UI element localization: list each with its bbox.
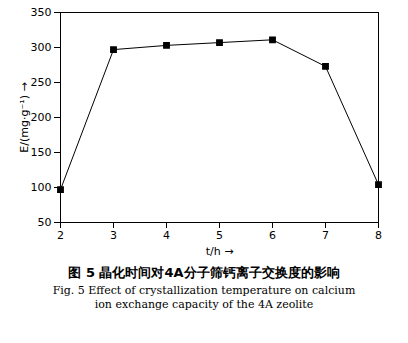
svg-text:t/h →: t/h → (206, 245, 234, 258)
svg-text:E/(mg·g⁻¹) →: E/(mg·g⁻¹) → (18, 82, 31, 152)
svg-text:300: 300 (31, 41, 52, 54)
svg-text:100: 100 (31, 181, 52, 194)
svg-text:5: 5 (216, 229, 223, 242)
svg-text:350: 350 (31, 6, 52, 19)
svg-text:6: 6 (269, 229, 276, 242)
html-text:图 5 晶化时间对4A分子筛钙离子交换度的影响: 图 5 晶化时间对4A分子筛钙离子交换度的影响 (68, 265, 340, 280)
svg-text:250: 250 (31, 76, 52, 89)
svg-text:50: 50 (38, 216, 52, 229)
svg-text:8: 8 (375, 229, 382, 242)
svg-text:200: 200 (31, 111, 52, 124)
svg-text:150: 150 (31, 146, 52, 159)
svg-text:4: 4 (163, 229, 170, 242)
svg-text:3: 3 (110, 229, 117, 242)
svg-text:7: 7 (322, 229, 329, 242)
html-text:Fig. 5 Effect of crystallizati: Fig. 5 Effect of crystallization tempera… (52, 284, 356, 311)
svg-text:2: 2 (57, 229, 64, 242)
